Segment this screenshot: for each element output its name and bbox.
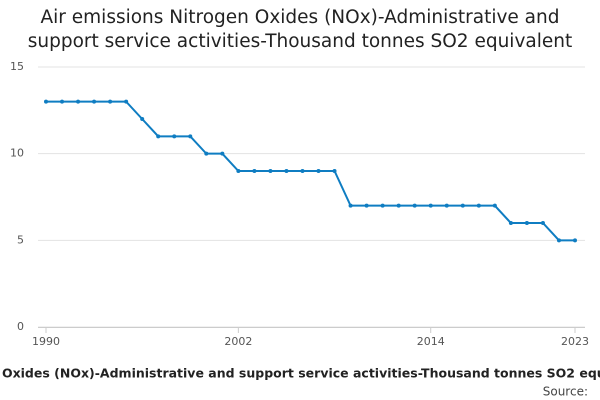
point	[220, 151, 225, 156]
point	[412, 203, 417, 208]
point	[204, 151, 209, 156]
point	[573, 238, 577, 243]
point	[364, 203, 369, 208]
y-tick-label: 0	[17, 320, 24, 333]
point	[444, 203, 449, 208]
point	[108, 99, 113, 104]
point	[540, 221, 545, 225]
point	[524, 221, 529, 225]
point	[188, 134, 193, 139]
point	[140, 117, 145, 121]
point	[492, 203, 497, 208]
x-tick-label: 1990	[32, 335, 60, 348]
point	[316, 169, 321, 173]
x-tick-label: 2014	[417, 335, 445, 348]
point	[476, 203, 481, 208]
point	[124, 99, 129, 104]
y-tick-label: 15	[10, 60, 24, 73]
point	[508, 221, 513, 225]
point	[284, 169, 289, 173]
source: Source:	[543, 385, 588, 399]
chart-title: Air emissions Nitrogen Oxides (NOx)-Admi…	[27, 7, 573, 52]
y-tick-label: 5	[17, 233, 24, 246]
point	[172, 134, 177, 139]
point	[396, 203, 401, 208]
point	[380, 203, 385, 208]
point	[348, 203, 353, 208]
point	[92, 99, 97, 104]
x-tick-label: 2002	[224, 335, 252, 348]
point	[332, 169, 337, 173]
point	[236, 169, 241, 173]
point	[44, 99, 48, 104]
point	[268, 169, 273, 173]
x-axis-label: Nitrogen Oxides (NOx)-Administrative and…	[0, 366, 600, 381]
point	[460, 203, 465, 208]
point	[156, 134, 161, 139]
y-tick-label: 10	[10, 147, 24, 160]
point	[556, 238, 561, 243]
point	[428, 203, 433, 208]
point	[60, 99, 65, 104]
x-tick-label: 2023	[561, 335, 589, 348]
point	[300, 169, 305, 173]
point	[252, 169, 257, 173]
line	[46, 100, 575, 242]
point	[76, 99, 81, 104]
